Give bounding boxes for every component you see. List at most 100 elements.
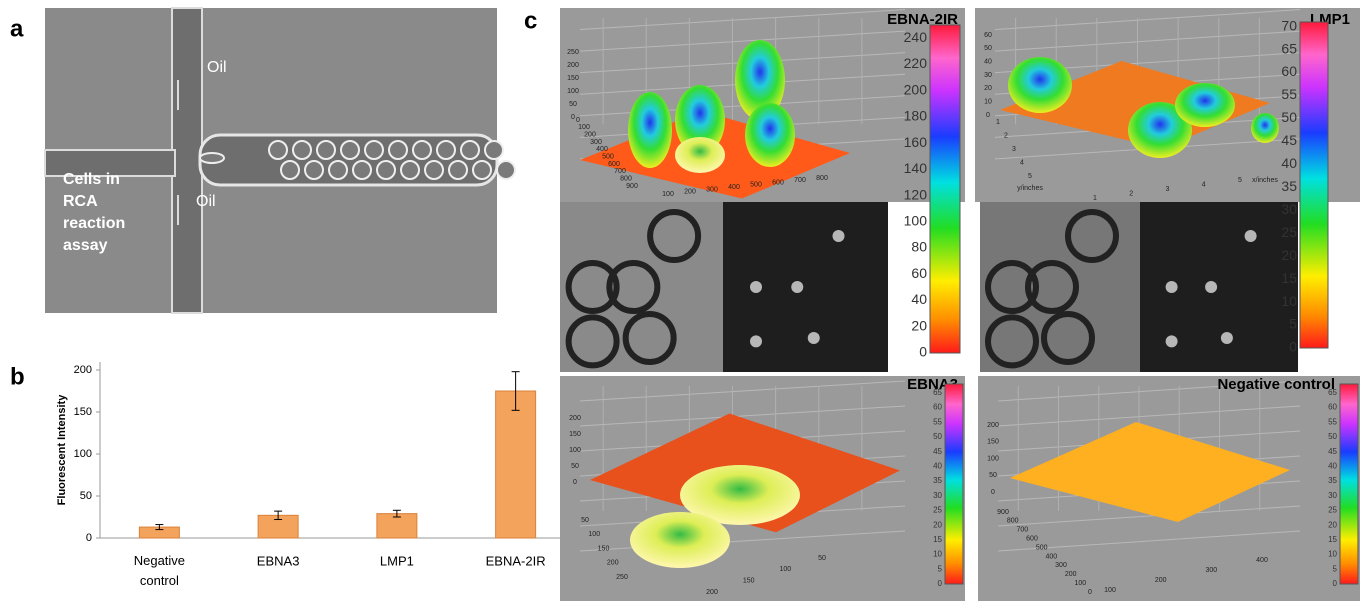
colorbar-tick-label: 45 [1328,447,1337,456]
y-tick-label: 100 [74,448,92,460]
colorbar-tick-label: 45 [1281,132,1297,148]
axis-tick-label: 100 [578,124,590,131]
panel-label: b [10,363,25,390]
axis-tick-label: 150 [569,431,581,438]
micro-droplet [1221,332,1233,344]
colorbar-tick-label: 20 [911,317,927,333]
colorbar-tick-label: 100 [904,213,928,229]
x-tick-label: LMP1 [380,553,414,568]
axis-tick-label: 200 [684,189,696,196]
surface-peak [630,512,730,568]
colorbar-tick-label: 25 [933,506,942,515]
micro-droplet [750,281,762,293]
micro-droplet [1166,281,1178,293]
surface-panels: EBNA-2IR02040608010012014016018020022024… [560,8,1360,601]
surface-peak [1008,57,1072,113]
axis-tick-label: 100 [567,88,579,95]
axis-tick-label: 4 [1020,159,1024,166]
axis-tick-label: 400 [596,146,608,153]
axis-tick-label: 1 [1093,195,1097,202]
figure: a b c Oil Oil Cells inRCAreactionassay F… [0,0,1360,601]
colorbar [1300,22,1328,348]
colorbar-tick-label: 60 [1281,63,1297,79]
colorbar-tick-label: 40 [933,461,942,470]
colorbar-tick-label: 15 [933,535,942,544]
axis-tick-label: 800 [1007,518,1019,525]
axis-tick-label: 40 [984,59,992,66]
axis-tick-label: 10 [984,99,992,106]
colorbar-tick-label: 65 [1281,40,1297,56]
x-tick-label: EBNA3 [257,553,300,568]
droplet [200,153,224,163]
colorbar-tick-label: 35 [1281,178,1297,194]
colorbar-tick-label: 65 [1328,388,1337,397]
droplet [329,161,347,179]
droplet [365,141,383,159]
colorbar-tick-label: 80 [911,239,927,255]
colorbar-tick-label: 10 [933,550,942,559]
axis-tick-label: 250 [616,574,628,581]
axis-tick-label: 50 [569,101,577,108]
colorbar-tick-label: 50 [1281,109,1297,125]
axis-tick-label: 100 [1104,587,1116,594]
x-tick-label: EBNA-2IR [486,553,546,568]
colorbar-tick-label: 20 [1281,247,1297,263]
axis-tick-label: 4 [1202,181,1206,188]
panel-label: c [524,7,537,34]
droplet [461,141,479,159]
axis-tick-label: 100 [1074,580,1086,587]
colorbar-tick-label: 10 [1328,550,1337,559]
axis-tick-label: 300 [590,139,602,146]
colorbar-tick-label: 70 [1281,17,1297,33]
micrograph [723,202,888,372]
droplet [305,161,323,179]
y-tick-label: 50 [80,490,92,502]
cell-label-line: RCA [63,193,98,210]
axis-tick-label: 150 [598,545,610,552]
axis-tick-label: 400 [1256,557,1268,564]
colorbar-tick-label: 5 [938,564,943,573]
axis-tick-label: 200 [567,62,579,69]
axis-tick-label: 5 [1238,177,1242,184]
surface-peak [675,137,725,173]
axis-tick-label: 400 [728,184,740,191]
axis-label: x/inches [1252,177,1278,184]
axis-tick-label: 250 [567,49,579,56]
colorbar-tick-label: 40 [911,291,927,307]
axis-tick-label: 100 [779,566,791,573]
droplet [293,141,311,159]
bar [496,391,536,538]
droplet [281,161,299,179]
axis-tick-label: 900 [626,183,638,190]
micro-droplet [833,230,845,242]
droplet [269,141,287,159]
colorbar-tick-label: 5 [1333,564,1338,573]
colorbar-tick-label: 5 [1289,316,1297,332]
colorbar-tick-label: 35 [933,476,942,485]
colorbar-tick-label: 240 [904,29,928,45]
axis-tick-label: 50 [571,463,579,470]
colorbar-tick-label: 50 [933,432,942,441]
y-tick-label: 150 [74,406,92,418]
panel-label: a [10,15,24,42]
colorbar-tick-label: 180 [904,108,928,124]
colorbar-tick-label: 0 [1289,339,1297,355]
droplet [317,141,335,159]
axis-tick-label: 100 [569,447,581,454]
axis-tick-label: 500 [602,154,614,161]
cell-label-line: Cells in [63,171,120,188]
colorbar-tick-label: 55 [1328,417,1337,426]
droplet [401,161,419,179]
colorbar-tick-label: 140 [904,160,928,176]
droplet [485,141,503,159]
colorbar-tick-label: 30 [1281,201,1297,217]
axis-tick-label: 50 [984,45,992,52]
colorbar-tick-label: 220 [904,55,928,71]
surface-peak [1251,113,1279,143]
colorbar-tick-label: 160 [904,134,928,150]
axis-tick-label: 60 [984,32,992,39]
colorbar-tick-label: 60 [1328,403,1337,412]
axis-tick-label: 3 [1166,186,1170,193]
axis-tick-label: 200 [607,560,619,567]
axis-tick-label: 700 [1016,527,1028,534]
